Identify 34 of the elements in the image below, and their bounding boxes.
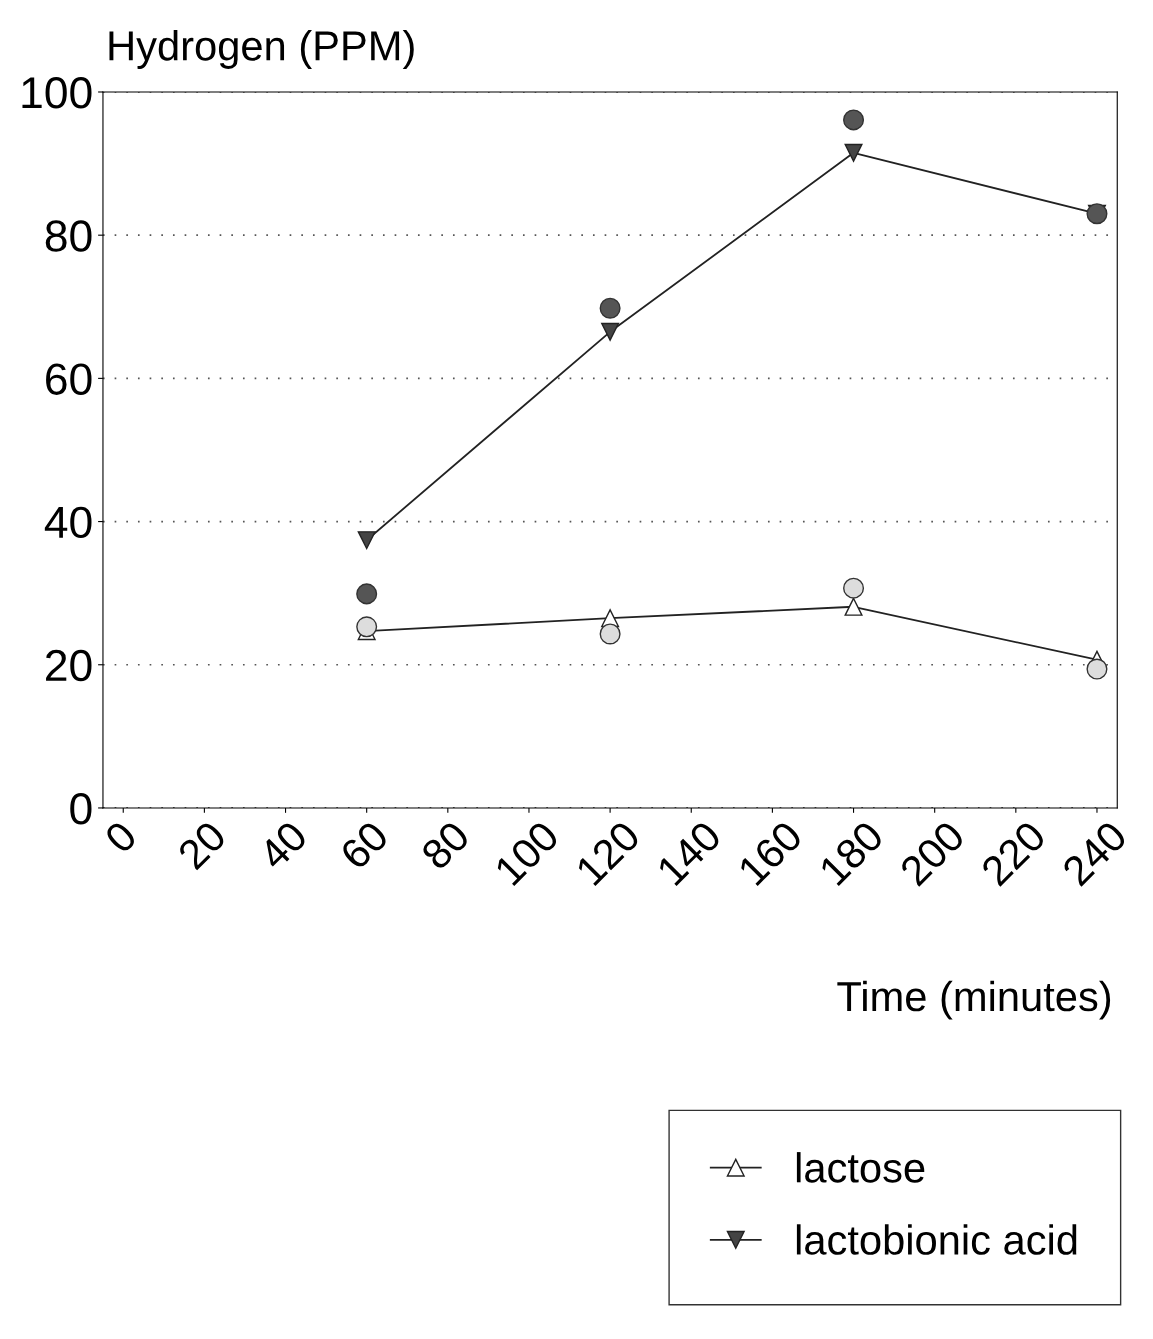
- point: [843, 577, 865, 599]
- x-tick-label: 140: [655, 819, 723, 887]
- x-tick-label: 20: [176, 819, 228, 871]
- x-tick-label: 240: [1060, 819, 1129, 887]
- legend-label: lactobionic acid: [796, 1224, 1077, 1255]
- point: [356, 583, 378, 605]
- point: [1086, 658, 1108, 680]
- point: [843, 109, 865, 131]
- x-tick-label: 40: [256, 819, 309, 872]
- point: [844, 143, 863, 162]
- point: [844, 597, 863, 616]
- x-tick-label: 100: [493, 819, 561, 887]
- point: [599, 297, 621, 319]
- legend-label: lactose: [796, 1152, 925, 1183]
- point: [357, 531, 376, 550]
- x-tick-label: 180: [818, 819, 885, 887]
- x-tick-label: 200: [898, 819, 967, 887]
- x-tick-label: 160: [737, 819, 804, 887]
- y-tick-label: 80: [45, 220, 92, 252]
- y-tick-label: 40: [44, 506, 92, 539]
- x-tick-label: 220: [979, 819, 1048, 887]
- x-tick-label: 120: [574, 819, 642, 887]
- y-tick-label: 0: [70, 793, 92, 825]
- y-tick-label: 60: [46, 363, 92, 395]
- x-tick-label: 80: [419, 819, 471, 871]
- x-axis-title: Time (minutes): [837, 980, 1111, 1020]
- point: [601, 322, 620, 341]
- y-tick-label: 100: [22, 77, 92, 109]
- y-tick-label: 20: [46, 649, 92, 682]
- x-tick-label: 60: [338, 819, 390, 871]
- point: [356, 616, 378, 638]
- point: [599, 623, 621, 645]
- y-axis-title: Hydrogen (PPM): [109, 30, 414, 69]
- x-tick-label: 0: [103, 819, 139, 855]
